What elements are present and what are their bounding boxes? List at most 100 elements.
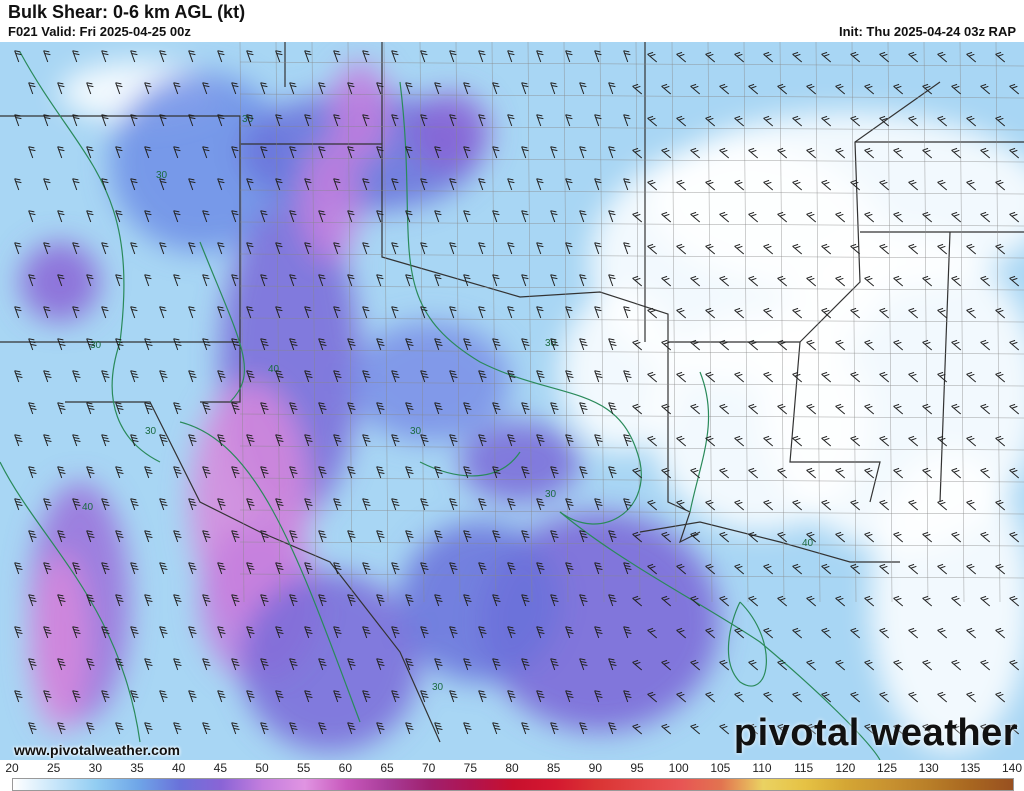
colorbar-label: 45: [213, 761, 228, 775]
wind-barb: [821, 371, 832, 383]
wind-barb: [57, 530, 66, 543]
shear-map: 30 30 30 30 30 30 30 40 40 40 30: [0, 42, 1024, 760]
wind-barb: [608, 722, 617, 735]
wind-barb: [144, 530, 153, 543]
wind-barb: [376, 530, 385, 543]
site-url[interactable]: www.pivotalweather.com: [14, 742, 180, 758]
wind-barb: [507, 626, 516, 639]
wind-barb: [550, 402, 559, 415]
contour-label: 30: [145, 426, 157, 437]
colorbar-label: 125: [876, 761, 898, 775]
wind-barb: [850, 179, 861, 191]
wind-barb: [304, 50, 312, 63]
wind-barb: [202, 82, 210, 95]
wind-barb: [507, 114, 515, 127]
wind-barb: [864, 531, 875, 543]
wind-barb: [763, 51, 774, 63]
wind-barb: [144, 146, 152, 159]
wind-barb: [594, 50, 602, 63]
wind-barb: [275, 690, 284, 703]
wind-barb: [202, 594, 211, 607]
wind-barb: [217, 178, 225, 191]
wind-barb: [734, 563, 745, 575]
wind-barb: [391, 242, 399, 255]
wind-barb: [719, 531, 730, 543]
wind-barb: [966, 179, 977, 191]
wind-barb: [14, 498, 23, 511]
wind-barb: [57, 466, 66, 479]
wind-barb: [159, 306, 167, 319]
wind-barb: [661, 595, 672, 607]
wind-barb: [690, 659, 701, 671]
wind-barb: [289, 402, 298, 415]
wind-barb: [405, 338, 414, 351]
wind-barb: [879, 51, 890, 63]
wind-barb: [763, 627, 774, 639]
wind-barb: [130, 626, 139, 639]
wind-barb: [536, 50, 544, 63]
wind-barb: [792, 371, 803, 383]
wind-barb: [304, 114, 312, 127]
wind-barb: [217, 114, 225, 127]
wind-barb: [86, 338, 95, 351]
wind-barb: [260, 402, 269, 415]
wind-barb: [893, 723, 904, 735]
wind-barb: [72, 434, 81, 447]
wind-barb: [608, 210, 616, 223]
wind-barb: [937, 499, 948, 511]
wind-barb: [879, 115, 890, 127]
contour-label: 30: [242, 114, 254, 125]
wind-barb: [690, 211, 701, 223]
wind-barb: [608, 466, 617, 479]
wind-barb: [507, 434, 516, 447]
wind-barb: [661, 275, 672, 287]
wind-barb: [188, 178, 196, 191]
wind-barb: [777, 723, 788, 735]
wind-barb: [550, 146, 558, 159]
wind-barb: [835, 147, 846, 159]
wind-barb: [463, 338, 472, 351]
wind-barb: [893, 403, 904, 415]
wind-barb: [420, 626, 429, 639]
wind-barb: [980, 211, 991, 223]
wind-barb: [231, 338, 240, 351]
wind-barb: [594, 562, 603, 575]
wind-barb: [478, 306, 486, 319]
wind-barb: [43, 690, 52, 703]
wind-barb: [101, 242, 109, 255]
wind-barb: [806, 595, 817, 607]
wind-barb: [937, 691, 948, 703]
wind-barb: [43, 626, 52, 639]
wind-barb: [43, 242, 51, 255]
contour-label: 30: [545, 338, 557, 349]
wind-barb: [318, 82, 326, 95]
wind-barb: [748, 467, 759, 479]
wind-barb: [260, 530, 269, 543]
wind-barb: [835, 531, 846, 543]
wind-barb: [966, 51, 977, 63]
wind-barb: [492, 210, 500, 223]
wind-barb: [594, 626, 603, 639]
wind-barb: [777, 83, 788, 95]
wind-barb: [719, 659, 730, 671]
wind-barb: [951, 467, 962, 479]
wind-barb: [579, 722, 588, 735]
wind-barb: [908, 627, 919, 639]
wind-barb: [690, 595, 701, 607]
wind-barb: [594, 242, 602, 255]
wind-barb: [463, 210, 471, 223]
wind-barb: [864, 723, 875, 735]
wind-barb: [1009, 275, 1020, 287]
wind-barb: [72, 370, 81, 383]
wind-barb: [318, 146, 326, 159]
wind-barb: [492, 82, 500, 95]
wind-barb: [705, 243, 716, 255]
wind-barb: [202, 466, 211, 479]
wind-barb: [879, 691, 890, 703]
wind-barb: [391, 178, 399, 191]
wind-barb: [690, 723, 701, 735]
wind-barb: [835, 83, 846, 95]
wind-barb: [28, 594, 37, 607]
wind-barb: [28, 338, 37, 351]
init-time: Init: Thu 2025-04-24 03z RAP: [839, 24, 1016, 39]
